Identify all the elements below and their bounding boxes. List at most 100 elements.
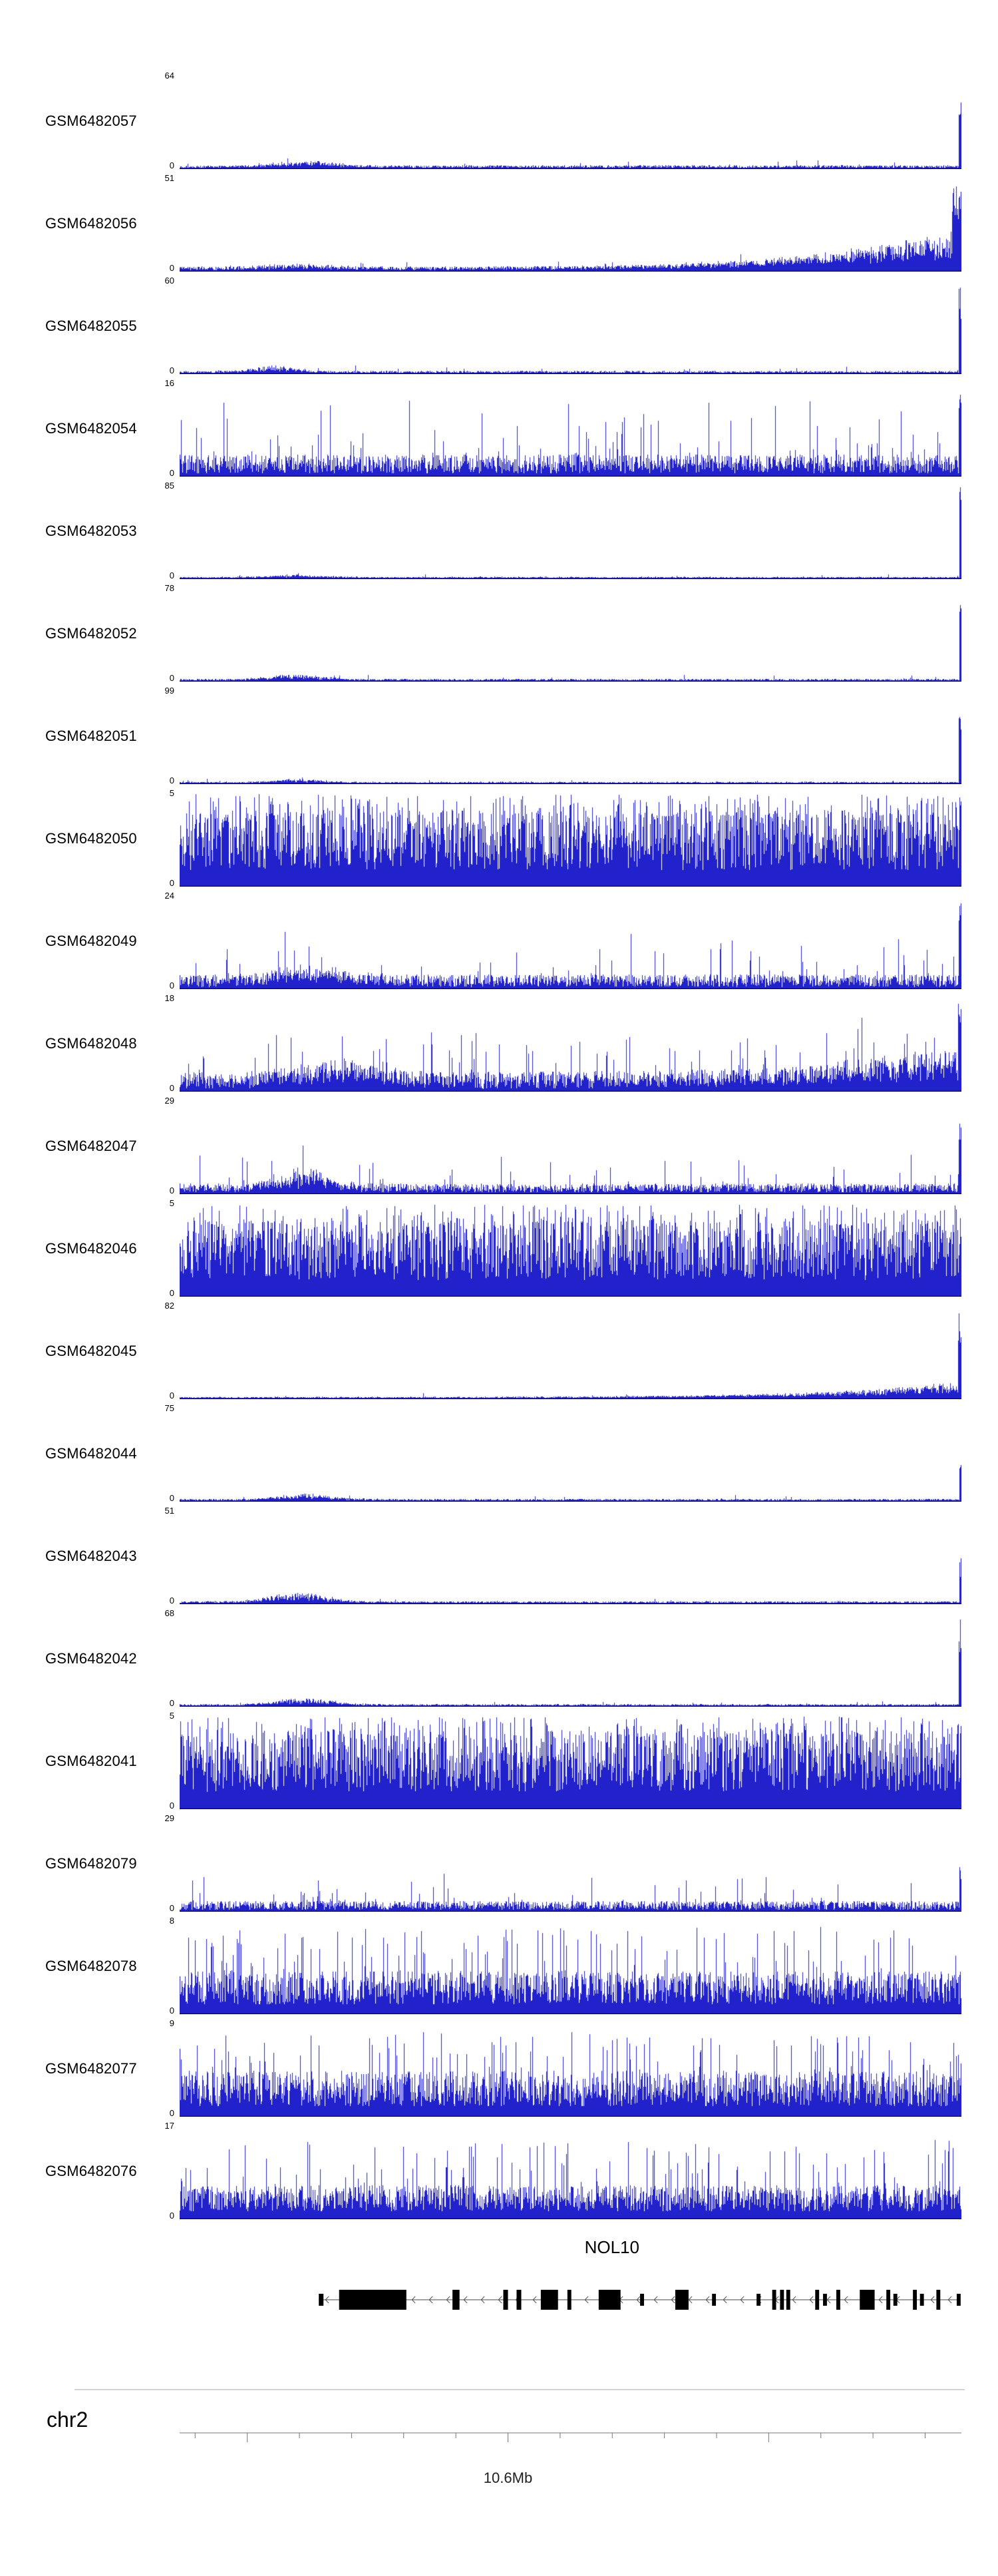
track-coverage-signal	[180, 1613, 961, 1707]
strand-arrow-icon	[411, 2296, 416, 2304]
track-coverage-signal	[180, 178, 961, 272]
track-ymax-label: 60	[164, 276, 174, 286]
gene-exon	[640, 2294, 644, 2306]
track-ymax-label: 8	[169, 1916, 174, 1926]
track-sample-label: GSM6482078	[45, 1958, 137, 1974]
gene-exon	[886, 2290, 891, 2310]
track-row: GSM6482041 5 0	[0, 1710, 998, 1813]
track-row: GSM6482045 82 0	[0, 1300, 998, 1402]
track-ymin-label: 0	[169, 160, 174, 170]
chromosome-axis-track: chr2 10.6Mb	[0, 2370, 998, 2576]
track-ymin-label: 0	[169, 570, 174, 580]
track-ymax-label: 17	[164, 2121, 174, 2131]
track-row: GSM6482050 5 0	[0, 787, 998, 890]
track-coverage-signal	[180, 1203, 961, 1297]
track-coverage-signal	[180, 383, 961, 477]
strand-arrow-icon	[809, 2296, 814, 2304]
gene-exon	[452, 2290, 460, 2310]
chromosome-label: chr2	[47, 2408, 88, 2432]
track-row: GSM6482044 75 0	[0, 1402, 998, 1505]
track-row: GSM6482043 51 0	[0, 1505, 998, 1608]
gene-exon	[786, 2290, 790, 2310]
track-sample-label: GSM6482043	[45, 1548, 137, 1564]
track-row: GSM6482054 16 0	[0, 377, 998, 480]
track-ymax-label: 85	[164, 481, 174, 491]
gene-exon	[823, 2294, 827, 2306]
strand-arrow-icon	[463, 2296, 468, 2304]
position-label: 10.6Mb	[484, 2469, 532, 2486]
track-ymin-label: 0	[169, 878, 174, 888]
strand-arrow-icon	[480, 2296, 485, 2304]
track-row: GSM6482077 9 0	[0, 2018, 998, 2120]
gene-exon	[516, 2290, 522, 2310]
strand-arrow-icon	[826, 2296, 831, 2304]
gene-exon	[815, 2290, 820, 2310]
strand-arrow-icon	[930, 2296, 935, 2304]
gene-exon	[756, 2294, 761, 2306]
track-ymin-label: 0	[169, 263, 174, 273]
track-coverage-signal	[180, 281, 961, 374]
track-coverage-signal	[180, 1306, 961, 1399]
track-sample-label: GSM6482079	[45, 1855, 137, 1872]
track-coverage-signal	[180, 588, 961, 682]
track-ymin-label: 0	[169, 1185, 174, 1195]
track-ymax-label: 29	[164, 1813, 174, 1823]
track-coverage-signal	[180, 2126, 961, 2219]
strand-arrow-icon	[723, 2296, 727, 2304]
gene-exon	[503, 2290, 508, 2310]
gene-structure-svg: NOL10	[319, 2237, 961, 2310]
strand-arrow-icon	[325, 2296, 329, 2304]
track-coverage-signal	[180, 486, 961, 579]
track-coverage-signal	[180, 1408, 961, 1502]
track-sample-label: GSM6482047	[45, 1138, 137, 1154]
track-sample-label: GSM6482042	[45, 1650, 137, 1667]
gene-exon	[598, 2290, 621, 2310]
strand-arrow-icon	[584, 2296, 589, 2304]
track-ymin-label: 0	[169, 365, 174, 375]
gene-model	[319, 2290, 961, 2310]
track-sample-label: GSM6482057	[45, 112, 137, 129]
track-sample-label: GSM6482044	[45, 1445, 137, 1462]
strand-arrow-icon	[878, 2296, 883, 2304]
track-ymax-label: 9	[169, 2018, 174, 2028]
track-sample-label: GSM6482048	[45, 1035, 137, 1052]
track-row: GSM6482057 64 0	[0, 70, 998, 172]
track-row: GSM6482052 78 0	[0, 582, 998, 685]
track-coverage-signal	[180, 691, 961, 784]
strand-arrow-icon	[947, 2296, 952, 2304]
track-sample-label: GSM6482077	[45, 2060, 137, 2077]
strand-arrow-icon	[446, 2296, 450, 2304]
track-row: GSM6482046 5 0	[0, 1197, 998, 1300]
track-ymax-label: 64	[164, 71, 174, 81]
track-coverage-signal	[180, 793, 961, 887]
gene-exon	[339, 2290, 407, 2310]
strand-arrow-icon	[740, 2296, 745, 2304]
track-coverage-signal	[180, 1716, 961, 1809]
gene-exon	[956, 2294, 961, 2306]
track-row: GSM6482055 60 0	[0, 275, 998, 377]
track-ymax-label: 51	[164, 1506, 174, 1516]
track-sample-label: GSM6482041	[45, 1753, 137, 1769]
track-sample-label: GSM6482050	[45, 830, 137, 847]
track-row: GSM6482079 29 0	[0, 1813, 998, 1915]
gene-exon	[860, 2290, 875, 2310]
gene-exon	[540, 2290, 558, 2310]
track-row: GSM6482051 99 0	[0, 685, 998, 787]
track-coverage-signal	[180, 896, 961, 989]
strand-arrow-icon	[653, 2296, 658, 2304]
track-ymin-label: 0	[169, 1083, 174, 1093]
gene-exon	[772, 2290, 776, 2310]
track-sample-label: GSM6482054	[45, 420, 137, 437]
gene-exon	[567, 2290, 572, 2310]
track-ymin-label: 0	[169, 980, 174, 990]
gene-exon	[913, 2290, 917, 2310]
track-ymax-label: 5	[169, 1711, 174, 1721]
gene-exon	[780, 2290, 784, 2310]
ruler	[75, 2389, 965, 2442]
strand-arrow-icon	[532, 2296, 537, 2304]
strand-arrow-icon	[705, 2296, 710, 2304]
track-row: GSM6482042 68 0	[0, 1608, 998, 1710]
track-ymin-label: 0	[169, 1288, 174, 1298]
gene-exon	[712, 2294, 717, 2306]
